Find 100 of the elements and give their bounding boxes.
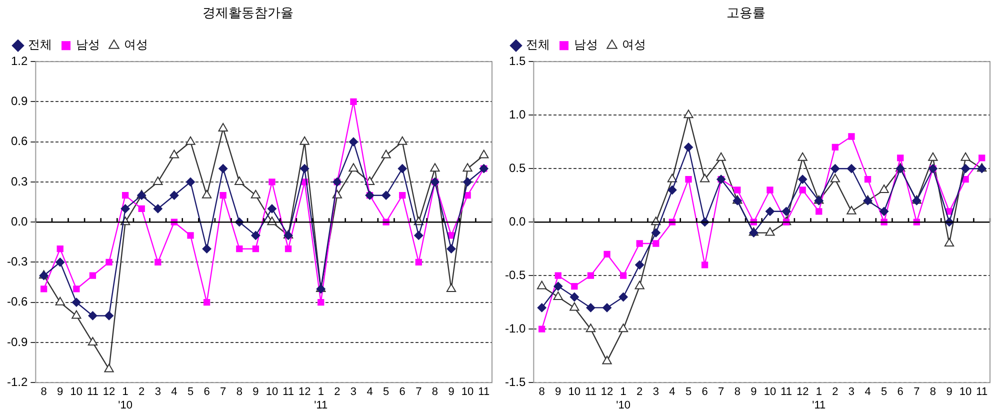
point xyxy=(284,246,292,252)
point xyxy=(381,150,391,158)
point xyxy=(765,227,775,236)
point xyxy=(300,164,310,174)
y-tick-label: -1.5 xyxy=(504,374,526,389)
x-tick-label: 3 xyxy=(154,386,161,398)
legend-label: 남성 xyxy=(574,38,598,52)
point xyxy=(398,164,407,174)
point xyxy=(220,192,226,199)
x-tick-label: 11 xyxy=(585,386,596,398)
point xyxy=(879,184,889,193)
x-tick-label: 8 xyxy=(734,386,740,398)
point xyxy=(154,258,162,266)
point xyxy=(897,154,904,162)
point xyxy=(978,154,986,162)
point xyxy=(382,190,391,200)
x-tick-label: 4 xyxy=(669,386,676,398)
point xyxy=(202,190,212,198)
x-tick-label: 3 xyxy=(350,386,357,398)
point xyxy=(701,262,708,268)
point xyxy=(318,299,324,306)
x-tick-label: 11 xyxy=(478,386,490,398)
x-tick-label: 5 xyxy=(881,386,888,398)
y-tick-label: -1.2 xyxy=(6,374,28,389)
x-tick-label: 5 xyxy=(187,386,194,398)
point xyxy=(651,228,660,238)
x-tick-label: 10 xyxy=(568,386,581,398)
point xyxy=(944,238,954,246)
point xyxy=(602,356,612,364)
x-tick-label: 6 xyxy=(897,386,904,398)
point xyxy=(816,208,822,215)
x-tick-label: 3 xyxy=(848,386,855,398)
point xyxy=(186,136,196,145)
x-tick-label: 8 xyxy=(930,386,936,398)
point xyxy=(960,152,970,161)
point xyxy=(554,272,562,279)
point xyxy=(537,303,546,312)
x-tick-label: 10 xyxy=(764,386,776,398)
point xyxy=(832,144,839,151)
x-tick-label: 11 xyxy=(780,386,792,398)
x-tick-label: 6 xyxy=(204,386,210,398)
point xyxy=(236,246,243,252)
x-tick-label: 12 xyxy=(600,386,614,398)
point xyxy=(462,163,472,172)
point xyxy=(798,152,808,161)
point xyxy=(72,298,81,307)
point xyxy=(153,176,163,185)
point xyxy=(88,336,98,346)
point xyxy=(153,204,162,214)
y-tick-label: -0.3 xyxy=(6,254,28,269)
point xyxy=(479,150,489,158)
x-tick-label: 7 xyxy=(718,386,724,398)
point xyxy=(635,260,644,270)
y-tick-label: -0.6 xyxy=(6,294,28,309)
x-tick-label: 2 xyxy=(138,386,145,398)
point xyxy=(570,292,579,302)
x-tick-label: 10 xyxy=(461,386,474,398)
point xyxy=(138,205,145,212)
point xyxy=(962,176,969,183)
point xyxy=(799,186,806,194)
y-tick-label: 0.3 xyxy=(10,174,28,188)
point xyxy=(106,258,112,266)
y-tick-label: 0.6 xyxy=(10,134,28,148)
x-tick-label: 2 xyxy=(334,386,340,398)
y-tick-label: 1.5 xyxy=(508,54,526,68)
legend-label: 전체 xyxy=(526,38,550,52)
x-tick-label: 3 xyxy=(652,386,659,398)
point xyxy=(716,152,726,161)
x-tick-label: 7 xyxy=(220,386,226,398)
x-tick-label: 12 xyxy=(298,386,311,398)
point xyxy=(830,164,840,174)
y-tick-label: -1.0 xyxy=(504,321,526,336)
point xyxy=(234,176,244,185)
point xyxy=(880,206,889,216)
point xyxy=(846,206,856,214)
x-tick-label: 2 xyxy=(636,386,643,398)
point xyxy=(251,230,260,240)
point xyxy=(300,136,310,145)
x-tick-label: 4 xyxy=(366,386,373,398)
point xyxy=(414,230,424,240)
point xyxy=(186,177,195,186)
point xyxy=(250,190,261,198)
x-tick-label: 10 xyxy=(266,386,278,398)
point xyxy=(618,324,628,332)
point xyxy=(350,98,357,106)
point xyxy=(553,292,563,300)
x-tick-label: 1 '11 xyxy=(314,386,328,412)
x-tick-label: 4 xyxy=(864,386,871,398)
x-tick-label: 7 xyxy=(914,386,920,398)
point xyxy=(846,164,856,174)
x-tick-label: 9 xyxy=(555,386,562,398)
x-tick-label: 8 xyxy=(236,386,242,398)
x-tick-label: 8 xyxy=(40,386,47,398)
chart-title: 고용률 xyxy=(726,6,766,22)
legend-label: 전체 xyxy=(28,38,52,52)
point xyxy=(782,206,791,216)
point xyxy=(798,174,808,184)
point xyxy=(169,150,180,158)
x-tick-label: 5 xyxy=(685,386,692,398)
x-tick-label: 9 xyxy=(252,386,259,398)
